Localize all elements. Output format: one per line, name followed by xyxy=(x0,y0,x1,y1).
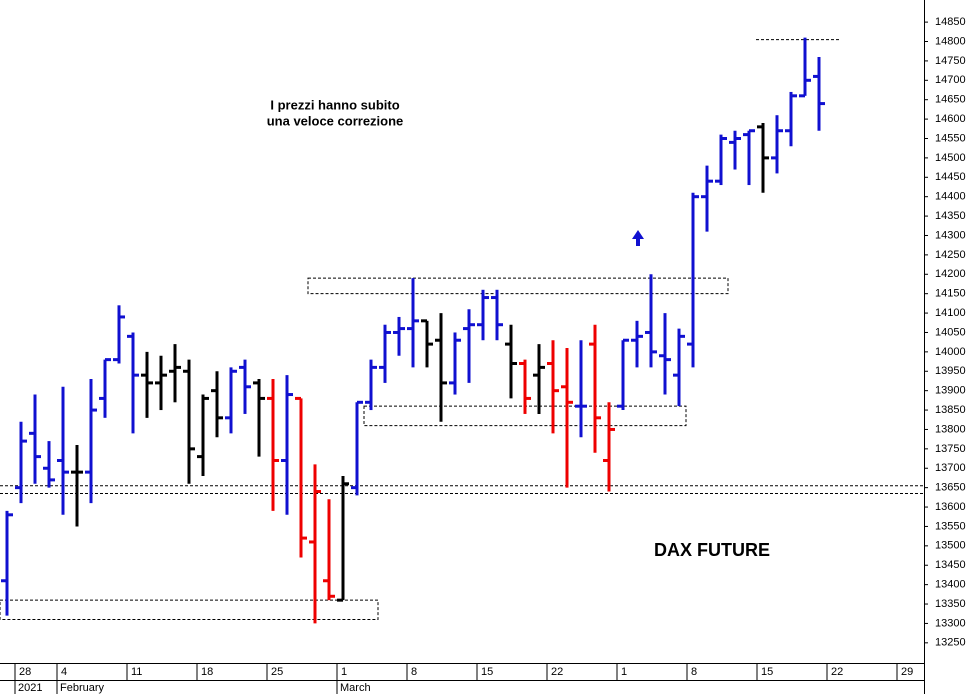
x-tick-label: 29 xyxy=(901,666,913,678)
x-tick-label: 18 xyxy=(201,666,213,678)
month-label: February xyxy=(60,682,105,694)
month-label: 2021 xyxy=(18,682,42,694)
y-tick-label: 14450 xyxy=(935,171,966,183)
x-tick-label: 8 xyxy=(411,666,417,678)
y-tick-label: 13350 xyxy=(935,598,966,610)
y-tick-label: 14300 xyxy=(935,229,966,241)
y-tick-label: 13850 xyxy=(935,404,966,416)
x-tick-label: 28 xyxy=(19,666,31,678)
y-tick-label: 13300 xyxy=(935,617,966,629)
y-tick-label: 13450 xyxy=(935,559,966,571)
y-tick-label: 13950 xyxy=(935,365,966,377)
y-tick-label: 14200 xyxy=(935,268,966,280)
y-tick-label: 13250 xyxy=(935,637,966,649)
y-tick-label: 14100 xyxy=(935,307,966,319)
y-tick-label: 14700 xyxy=(935,74,966,86)
x-tick-label: 4 xyxy=(61,666,67,678)
y-tick-label: 13600 xyxy=(935,501,966,513)
y-tick-label: 13500 xyxy=(935,540,966,552)
y-tick-label: 14550 xyxy=(935,132,966,144)
y-tick-label: 13700 xyxy=(935,462,966,474)
y-tick-label: 14650 xyxy=(935,94,966,106)
y-tick-label: 14250 xyxy=(935,249,966,261)
arrow-up xyxy=(632,230,644,246)
y-tick-label: 14000 xyxy=(935,346,966,358)
y-tick-label: 13900 xyxy=(935,385,966,397)
x-tick-label: 15 xyxy=(481,666,493,678)
zone-box xyxy=(0,599,379,621)
zone-box xyxy=(307,277,729,295)
y-tick-label: 13400 xyxy=(935,579,966,591)
y-tick-label: 14400 xyxy=(935,191,966,203)
month-label: March xyxy=(340,682,371,694)
x-tick-label: 22 xyxy=(831,666,843,678)
annotation: I prezzi hanno subito xyxy=(270,97,399,112)
y-tick-label: 14600 xyxy=(935,113,966,125)
y-tick-label: 14800 xyxy=(935,35,966,47)
x-tick-label: 1 xyxy=(621,666,627,678)
x-tick-label: 22 xyxy=(551,666,563,678)
y-tick-label: 13650 xyxy=(935,482,966,494)
y-tick-label: 14750 xyxy=(935,55,966,67)
y-tick-label: 14050 xyxy=(935,326,966,338)
y-tick-label: 13550 xyxy=(935,520,966,532)
y-tick-label: 14150 xyxy=(935,288,966,300)
x-tick-label: 8 xyxy=(691,666,697,678)
y-tick-label: 14850 xyxy=(935,16,966,28)
x-tick-label: 1 xyxy=(341,666,347,678)
x-tick-label: 11 xyxy=(131,666,142,678)
y-tick-label: 13800 xyxy=(935,423,966,435)
y-tick-label: 14500 xyxy=(935,152,966,164)
annotation: una veloce correzione xyxy=(267,113,404,128)
chart-title: DAX FUTURE xyxy=(654,540,770,560)
x-tick-label: 15 xyxy=(761,666,773,678)
y-tick-label: 14350 xyxy=(935,210,966,222)
y-tick-label: 13750 xyxy=(935,443,966,455)
x-tick-label: 25 xyxy=(271,666,283,678)
